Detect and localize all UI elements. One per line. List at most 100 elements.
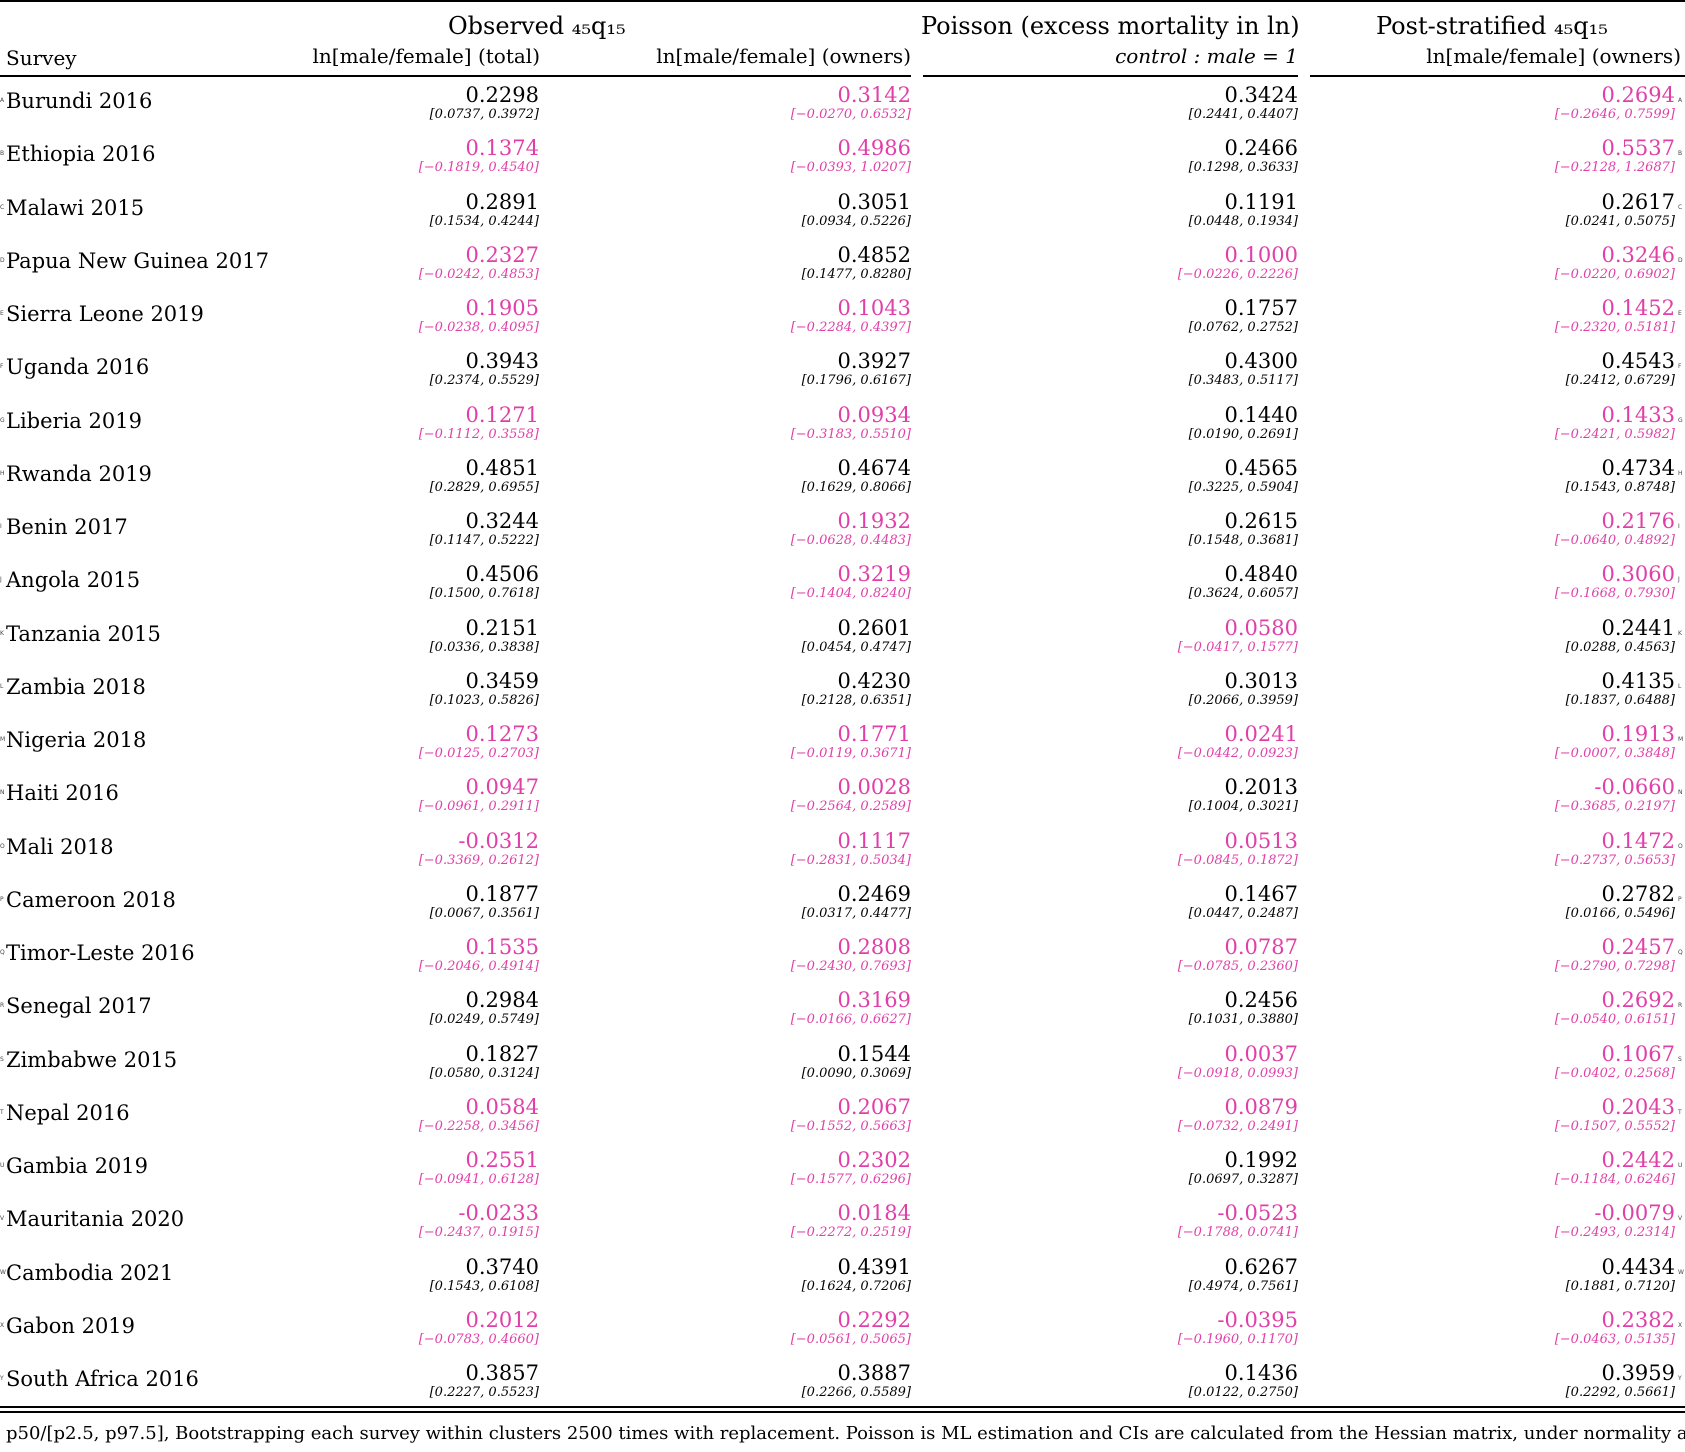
cell-confidence-interval: [−0.0393, 1.0207] — [790, 160, 911, 176]
cell-estimate: 0.4543 — [1601, 349, 1675, 374]
table-cell: 0.4986 [−0.0393, 1.0207] — [791, 136, 911, 176]
cell-confidence-interval: [−0.0119, 0.3671] — [790, 746, 911, 761]
cell-estimate: 0.3246 — [1601, 242, 1675, 267]
table-cell: 0.2617 [0.0241, 0.5075] — [1566, 190, 1675, 230]
cell-estimate: 0.2617 — [1601, 189, 1675, 214]
cell-estimate: -0.0660 — [1594, 775, 1675, 800]
table-row: F Uganda 2016 0.3943 [0.2374, 0.5529] 0.3927… — [0, 349, 1685, 402]
cell-estimate: 0.1913 — [1601, 722, 1675, 746]
cell-estimate: 0.1191 — [1224, 189, 1298, 214]
cell-estimate: 0.2151 — [465, 615, 539, 640]
row-marker-left: A — [0, 97, 5, 104]
row-marker-right: O — [1678, 842, 1683, 850]
row-marker-right: P — [1678, 895, 1682, 903]
cell-confidence-interval: [−0.2831, 0.5034] — [790, 852, 911, 868]
table-row: U Gambia 2019 0.2551 [−0.0941, 0.6128] 0.230… — [0, 1148, 1685, 1201]
table-cell: 0.4543 [0.2412, 0.6729] — [1566, 349, 1675, 389]
table-cell: 0.2615 [0.1548, 0.3681] — [1189, 509, 1298, 549]
cell-confidence-interval: [0.0241, 0.5075] — [1565, 213, 1675, 229]
cell-estimate: 0.2043 — [1601, 1094, 1675, 1119]
cell-confidence-interval: [0.0249, 0.5749] — [429, 1012, 539, 1028]
survey-name: Tanzania 2015 — [6, 621, 161, 646]
cell-confidence-interval: [0.0317, 0.4477] — [801, 905, 911, 921]
table-cell: -0.0395 [−0.1960, 0.1170] — [1178, 1308, 1298, 1348]
cell-confidence-interval: [−0.3685, 0.2197] — [1554, 799, 1675, 815]
cell-estimate: 0.0184 — [837, 1201, 911, 1226]
cell-estimate: 0.4840 — [1224, 562, 1298, 587]
cell-confidence-interval: [0.1629, 0.8066] — [801, 479, 911, 495]
cell-confidence-interval: [0.2128, 0.6351] — [801, 692, 911, 708]
table-cell: 0.3959 [0.2292, 0.5661] — [1566, 1361, 1675, 1401]
row-marker-left: O — [0, 842, 5, 850]
row-marker-right: J — [1678, 576, 1680, 584]
cell-estimate: 0.0584 — [465, 1094, 539, 1119]
cell-estimate: 0.4506 — [465, 562, 539, 587]
table-cell: 0.4300 [0.3483, 0.5117] — [1189, 349, 1298, 389]
row-marker-right: F — [1678, 363, 1682, 371]
table-row: P Cameroon 2018 0.1877 [0.0067, 0.3561] 0.24… — [0, 882, 1685, 935]
cell-confidence-interval: [−0.0402, 0.2568] — [1554, 1065, 1675, 1081]
row-marker-right: Y — [1678, 1375, 1682, 1382]
cell-estimate: 0.3943 — [465, 349, 539, 374]
cell-estimate: 0.2469 — [837, 881, 911, 906]
table-row: O Mali 2018 -0.0312 [−0.3369, 0.2612] 0.1117… — [0, 829, 1685, 882]
header-rule-3 — [1310, 75, 1685, 77]
cell-confidence-interval: [−0.2272, 0.2519] — [790, 1225, 911, 1241]
cell-estimate: 0.4852 — [837, 242, 911, 267]
cell-estimate: 0.0879 — [1224, 1094, 1298, 1119]
cell-confidence-interval: [0.0737, 0.3972] — [429, 107, 539, 122]
table-cell: 0.4391 [0.1624, 0.7206] — [802, 1255, 911, 1295]
cell-confidence-interval: [−0.1960, 0.1170] — [1177, 1331, 1298, 1347]
table-cell: 0.1877 [0.0067, 0.3561] — [430, 882, 539, 922]
cell-estimate: 0.1827 — [465, 1041, 539, 1066]
survey-name: Cambodia 2021 — [6, 1260, 174, 1285]
row-marker-right: C — [1678, 203, 1683, 211]
cell-estimate: 0.1544 — [837, 1041, 911, 1066]
cell-confidence-interval: [−0.0845, 0.1872] — [1177, 852, 1298, 868]
cell-estimate: 0.4300 — [1224, 349, 1298, 374]
table-cell: 0.1273 [−0.0125, 0.2703] — [419, 722, 539, 762]
cell-estimate: 0.4734 — [1601, 455, 1675, 480]
cell-estimate: 0.4851 — [465, 455, 539, 480]
cell-estimate: 0.2601 — [837, 615, 911, 640]
cell-estimate: 0.4565 — [1224, 455, 1298, 480]
cell-confidence-interval: [−0.0628, 0.4483] — [790, 533, 911, 548]
survey-name: Liberia 2019 — [6, 408, 142, 433]
cell-estimate: 0.0028 — [837, 775, 911, 800]
table-cell: 0.2984 [0.0249, 0.5749] — [430, 988, 539, 1028]
cell-estimate: 0.1043 — [837, 296, 911, 320]
table-row: A Burundi 2016 0.2298 [0.0737, 0.3972] 0.314… — [0, 83, 1685, 136]
cell-confidence-interval: [0.2227, 0.5523] — [429, 1385, 539, 1400]
row-marker-left: V — [0, 1215, 5, 1223]
cell-estimate: 0.2808 — [837, 935, 911, 959]
cell-estimate: 0.2298 — [465, 83, 539, 107]
table-cell: 0.3740 [0.1543, 0.6108] — [430, 1255, 539, 1295]
cell-estimate: 0.3887 — [837, 1361, 911, 1385]
cell-confidence-interval: [−0.3183, 0.5510] — [790, 426, 911, 442]
table-cell: 0.1117 [−0.2831, 0.5034] — [791, 829, 911, 869]
cell-confidence-interval: [−0.1819, 0.4540] — [418, 160, 539, 176]
cell-estimate: -0.0395 — [1217, 1307, 1298, 1332]
cell-confidence-interval: [0.1534, 0.4244] — [429, 213, 539, 229]
cell-confidence-interval: [−0.0242, 0.4853] — [418, 266, 539, 282]
cell-confidence-interval: [0.1004, 0.3021] — [1188, 799, 1298, 815]
row-marker-right: I — [1678, 523, 1680, 530]
cell-estimate: 0.1273 — [465, 722, 539, 746]
cell-estimate: 0.2615 — [1224, 509, 1298, 533]
cell-estimate: 0.3740 — [465, 1254, 539, 1279]
header-col-observed-owners: ln[male/female] (owners) — [656, 44, 911, 68]
cell-confidence-interval: [−0.3369, 0.2612] — [418, 852, 539, 868]
cell-estimate: 0.3219 — [837, 562, 911, 587]
survey-name: Mauritania 2020 — [6, 1207, 185, 1232]
cell-estimate: 0.2457 — [1601, 935, 1675, 959]
table-cell: 0.0947 [−0.0961, 0.2911] — [419, 775, 539, 815]
cell-estimate: 0.0787 — [1224, 935, 1298, 959]
cell-confidence-interval: [−0.0918, 0.0993] — [1177, 1065, 1298, 1081]
cell-confidence-interval: [−0.2790, 0.7298] — [1554, 959, 1675, 974]
row-marker-right: R — [1678, 1002, 1683, 1010]
cell-estimate: 0.4674 — [837, 455, 911, 480]
header-group-poisson: Poisson (excess mortality in ln) — [921, 12, 1300, 40]
cell-estimate: 0.1757 — [1224, 296, 1298, 320]
cell-estimate: 0.0241 — [1224, 722, 1298, 746]
table-cell: 0.1472 [−0.2737, 0.5653] — [1555, 829, 1675, 869]
